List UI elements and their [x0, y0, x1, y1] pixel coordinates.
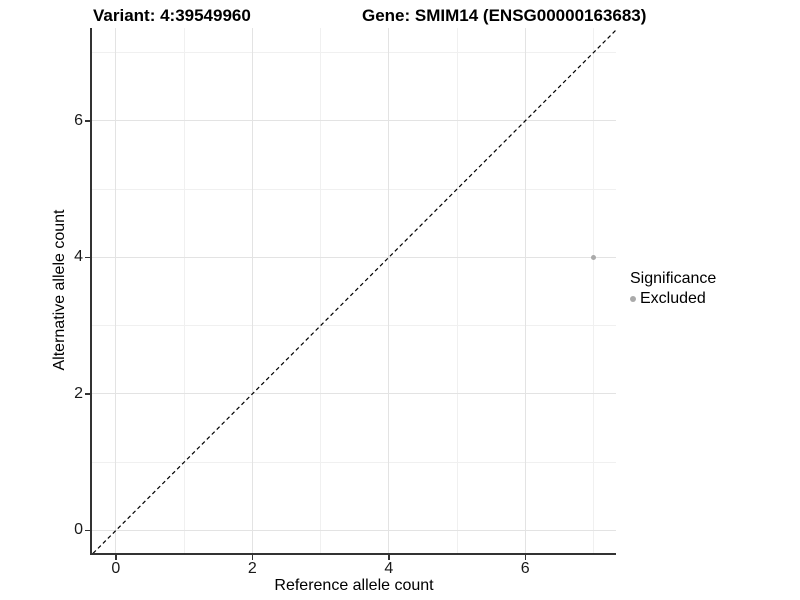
- minor-gridline-y: [92, 52, 616, 54]
- major-gridline-y: [92, 120, 616, 122]
- y-tick-mark: [85, 120, 90, 122]
- plot-panel: [92, 28, 616, 553]
- identity-dashed-line: [92, 29, 616, 553]
- major-gridline-y: [92, 256, 616, 258]
- major-gridline-x: [524, 28, 526, 553]
- plot-title-gene: Gene: SMIM14 (ENSG00000163683): [362, 6, 647, 25]
- y-tick-label: 4: [74, 248, 83, 266]
- legend: Significance Excluded: [630, 270, 716, 308]
- x-tick-mark: [115, 555, 117, 560]
- y-tick-mark: [85, 529, 90, 532]
- data-point: [590, 254, 596, 260]
- y-tick-label: 2: [74, 384, 83, 402]
- x-axis-line: [90, 553, 616, 555]
- major-gridline-x: [115, 28, 117, 553]
- major-gridline-x: [251, 28, 253, 553]
- x-axis-title: Reference allele count: [274, 577, 434, 594]
- y-axis-title: Alternative allele count: [51, 209, 68, 371]
- y-tick-mark: [85, 256, 90, 259]
- minor-gridline-y: [92, 325, 616, 327]
- minor-gridline-x: [183, 28, 185, 553]
- y-tick-mark: [85, 393, 90, 395]
- plot-title-variant: Variant: 4:39549960: [93, 6, 251, 25]
- minor-gridline-y: [92, 188, 616, 190]
- x-tick-label: 0: [111, 560, 121, 577]
- major-gridline-y: [92, 529, 616, 531]
- major-gridline-x: [388, 28, 390, 553]
- y-tick-label: 6: [74, 111, 83, 129]
- x-tick-label: 4: [384, 560, 394, 577]
- legend-item-excluded: Excluded: [630, 290, 716, 308]
- legend-item-label: Excluded: [640, 290, 706, 307]
- y-tick-label: 0: [74, 521, 83, 539]
- y-axis-line: [90, 28, 92, 555]
- legend-title: Significance: [630, 270, 717, 287]
- x-tick-mark: [524, 555, 526, 560]
- x-tick-label: 2: [247, 560, 257, 577]
- x-tick-mark: [251, 555, 254, 560]
- x-tick-mark: [388, 555, 390, 560]
- minor-gridline-x: [456, 28, 458, 553]
- major-gridline-y: [92, 393, 616, 395]
- minor-gridline-x: [592, 28, 594, 553]
- minor-gridline-y: [92, 461, 616, 463]
- legend-point-swatch-icon: [630, 296, 636, 302]
- x-tick-label: 6: [520, 560, 530, 577]
- minor-gridline-x: [320, 28, 322, 553]
